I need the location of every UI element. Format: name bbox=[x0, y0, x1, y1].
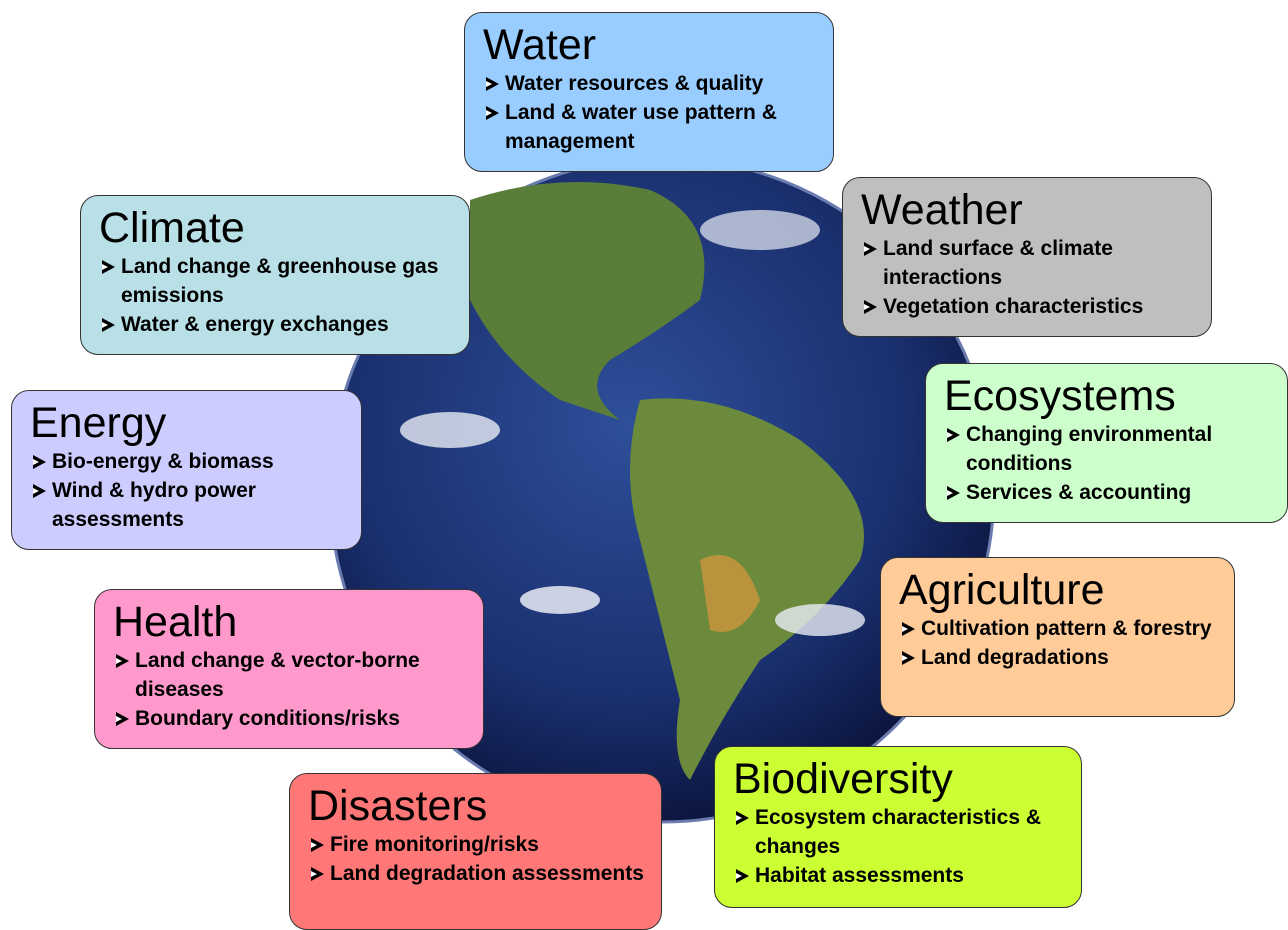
cloud bbox=[400, 412, 500, 448]
bullet-arrow bbox=[947, 428, 960, 442]
bullet-arrow bbox=[736, 811, 749, 825]
bullet-text: Fire monitoring/risks bbox=[330, 833, 539, 856]
cloud bbox=[775, 604, 865, 636]
bullet-arrow bbox=[864, 242, 877, 256]
topic-box: Disasters Fire monitoring/risks Land degra… bbox=[289, 773, 662, 930]
bullet-text: Land change & greenhouse gas emissions bbox=[121, 255, 438, 307]
bullet-arrow bbox=[33, 455, 46, 469]
topic-title: Disasters bbox=[308, 782, 651, 830]
bullet-arrow bbox=[311, 838, 324, 852]
bullet-text: Water & energy exchanges bbox=[121, 313, 389, 336]
bullet-arrow bbox=[736, 869, 749, 883]
bullet-arrow bbox=[116, 654, 129, 668]
bullet-item: Water & energy exchanges bbox=[99, 310, 459, 339]
bullet-arrow bbox=[116, 712, 129, 726]
page: Water Water resources & quality Land & wat… bbox=[0, 0, 1288, 930]
bullet-arrow bbox=[486, 77, 499, 91]
bullet-item: Land degradations bbox=[899, 643, 1224, 672]
bullet-item: Land degradation assessments bbox=[308, 859, 651, 888]
topic-box: Energy Bio-energy & biomass Wind & hydro p… bbox=[11, 390, 362, 550]
bullet-text: Water resources & quality bbox=[505, 72, 763, 95]
topic-title: Agriculture bbox=[899, 566, 1224, 614]
bullet-arrow bbox=[947, 486, 960, 500]
topic-title: Health bbox=[113, 598, 473, 646]
bullet-item: Cultivation pattern & forestry bbox=[899, 614, 1224, 643]
bullet-item: Land change & vector-borne diseases bbox=[113, 646, 473, 704]
bullet-text: Cultivation pattern & forestry bbox=[921, 617, 1212, 640]
bullet-item: Boundary conditions/risks bbox=[113, 704, 473, 733]
cloud bbox=[700, 210, 820, 250]
bullet-text: Land degradations bbox=[921, 646, 1109, 669]
bullet-text: Land change & vector-borne diseases bbox=[135, 649, 420, 701]
topic-box: Water Water resources & quality Land & wat… bbox=[464, 12, 834, 172]
bullet-item: Habitat assessments bbox=[733, 861, 1071, 890]
topic-box: Agriculture Cultivation pattern & forestr… bbox=[880, 557, 1235, 717]
bullet-item: Water resources & quality bbox=[483, 69, 823, 98]
bullet-text: Services & accounting bbox=[966, 481, 1191, 504]
bullet-text: Wind & hydro power assessments bbox=[52, 479, 256, 531]
bullet-text: Habitat assessments bbox=[755, 864, 964, 887]
bullet-arrow bbox=[33, 484, 46, 498]
bullet-text: Vegetation characteristics bbox=[883, 295, 1143, 318]
bullet-arrow bbox=[311, 867, 324, 881]
topic-title: Ecosystems bbox=[944, 372, 1277, 420]
topic-title: Weather bbox=[861, 186, 1201, 234]
bullet-item: Fire monitoring/risks bbox=[308, 830, 651, 859]
bullet-arrow bbox=[102, 260, 115, 274]
bullet-arrow bbox=[102, 318, 115, 332]
topic-title: Climate bbox=[99, 204, 459, 252]
bullet-arrow bbox=[864, 300, 877, 314]
bullet-text: Land surface & climate interactions bbox=[883, 237, 1113, 289]
topic-title: Water bbox=[483, 21, 823, 69]
bullet-item: Vegetation characteristics bbox=[861, 292, 1201, 321]
bullet-item: Changing environmental conditions bbox=[944, 420, 1277, 478]
bullet-text: Boundary conditions/risks bbox=[135, 707, 400, 730]
bullet-text: Bio-energy & biomass bbox=[52, 450, 274, 473]
bullet-text: Changing environmental conditions bbox=[966, 423, 1212, 475]
bullet-text: Land degradation assessments bbox=[330, 862, 644, 885]
bullet-item: Wind & hydro power assessments bbox=[30, 476, 351, 534]
bullet-text: Ecosystem characteristics & changes bbox=[755, 806, 1041, 858]
bullet-arrow bbox=[902, 622, 915, 636]
bullet-item: Bio-energy & biomass bbox=[30, 447, 351, 476]
bullet-item: Land & water use pattern & management bbox=[483, 98, 823, 156]
bullet-arrow bbox=[902, 651, 915, 665]
topic-title: Energy bbox=[30, 399, 351, 447]
bullet-arrow bbox=[486, 106, 499, 120]
bullet-item: Land surface & climate interactions bbox=[861, 234, 1201, 292]
topic-title: Biodiversity bbox=[733, 755, 1071, 803]
bullet-item: Land change & greenhouse gas emissions bbox=[99, 252, 459, 310]
cloud bbox=[520, 586, 600, 614]
bullet-item: Services & accounting bbox=[944, 478, 1277, 507]
bullet-text: Land & water use pattern & management bbox=[505, 101, 777, 153]
bullet-item: Ecosystem characteristics & changes bbox=[733, 803, 1071, 861]
